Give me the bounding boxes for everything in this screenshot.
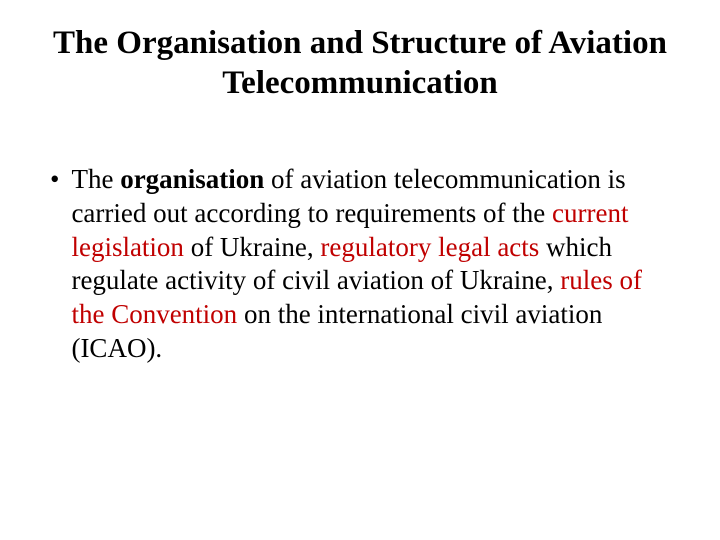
text-part1: The	[71, 164, 120, 194]
bullet-text: The organisation of aviation telecommuni…	[71, 163, 670, 366]
bullet-item: • The organisation of aviation telecommu…	[50, 163, 670, 366]
bullet-marker: •	[50, 163, 59, 197]
text-organisation: organisation	[120, 164, 264, 194]
slide-title: The Organisation and Structure of Aviati…	[50, 24, 670, 103]
text-regulatory-legal-acts: regulatory legal acts	[320, 232, 539, 262]
text-part3: of Ukraine,	[184, 232, 320, 262]
